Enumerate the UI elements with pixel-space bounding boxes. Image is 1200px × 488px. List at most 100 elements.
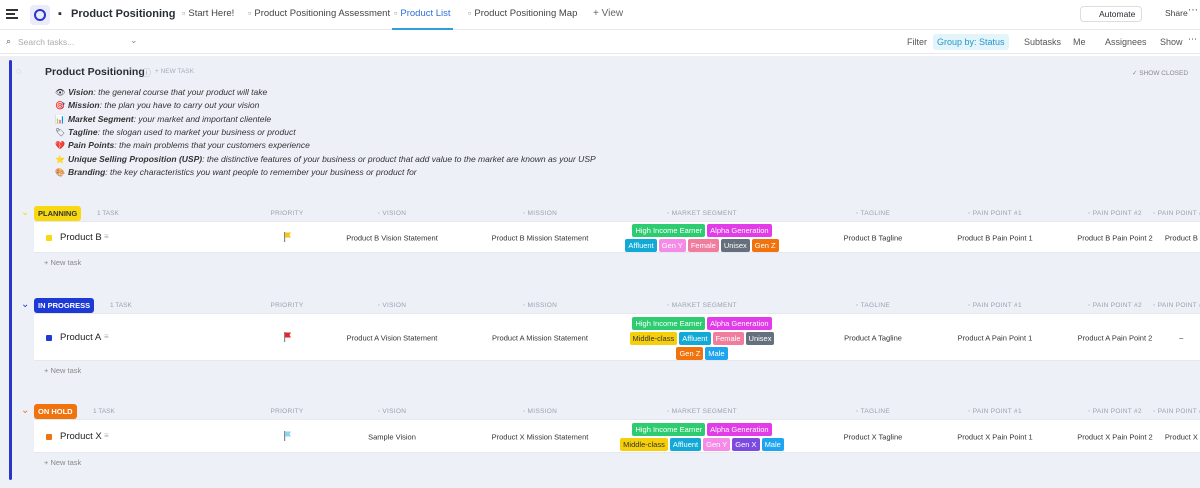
new-task-button[interactable]: + New task <box>44 458 82 467</box>
column-icon: ◦ <box>667 408 670 415</box>
column-icon: ◦ <box>667 302 670 309</box>
group-toggle[interactable]: ⌄ <box>21 299 30 310</box>
column-icon: ◦ <box>522 408 526 415</box>
description-term: Branding <box>67 166 106 177</box>
space-icon[interactable] <box>30 5 50 25</box>
description-term: Mission <box>67 100 100 111</box>
filter-button[interactable]: Filter <box>907 37 927 47</box>
description-icon: ≡ <box>104 431 109 440</box>
description-icon: ⭐ <box>55 154 65 164</box>
column-header: ◦PAIN POINT #3 <box>1153 210 1200 217</box>
column-icon: ◦ <box>1153 210 1156 217</box>
share-button[interactable]: Share <box>1165 8 1188 18</box>
description-term: Pain Points <box>67 140 115 151</box>
column-header: ◦PAIN POINT #3 <box>1153 302 1200 309</box>
me-button[interactable]: Me <box>1073 37 1086 47</box>
menu-icon[interactable] <box>6 8 20 20</box>
group-by-button[interactable]: Group by: Status <box>933 34 1009 50</box>
view-tab[interactable]: ▫ Product Positioning Assessment <box>246 0 392 30</box>
segment-tag: Middle-class <box>629 331 678 345</box>
priority-flag[interactable] <box>283 431 293 441</box>
group-toggle[interactable]: ⌄ <box>21 405 30 416</box>
tab-icon: ▫ <box>394 8 398 19</box>
view-tab[interactable]: ▫ Product List <box>392 0 453 30</box>
automate-button[interactable]: Automate <box>1080 6 1143 22</box>
mission-cell: Product X Mission Statement <box>491 432 589 442</box>
description-line: ⭐ Unique Selling Proposition (USP): the d… <box>55 154 596 164</box>
description-text: : your market and important clientele <box>133 113 272 124</box>
view-tab[interactable]: ▫ Start Here! <box>180 0 236 30</box>
description-icon: 🎯 <box>55 101 65 111</box>
description-line: 📊 Market Segment: your market and importa… <box>55 114 271 124</box>
task-row[interactable]: Product A ≡ Product A Vision Statement Prod… <box>34 313 1200 361</box>
column-header: ◦ PAIN POINT #1 <box>968 210 1022 217</box>
search-chevron[interactable]: ⌄ <box>130 35 138 45</box>
vision-cell: Sample Vision <box>368 432 416 442</box>
segment-tag: High Income Earner <box>632 224 706 237</box>
column-icon: ◦ <box>377 408 381 415</box>
segment-tag: High Income Earner <box>632 423 706 436</box>
list-title: Product Positioning <box>45 66 145 78</box>
vision-cell: Product B Vision Statement <box>346 233 438 243</box>
column-header-label: PAIN POINT #2 <box>1092 302 1142 309</box>
group-toggle[interactable]: ⌄ <box>21 207 30 218</box>
add-view[interactable]: + View <box>593 8 624 19</box>
status-badge: PLANNING <box>34 206 82 221</box>
column-header: ◦ MARKET SEGMENT <box>667 210 737 217</box>
task-row[interactable]: Product X ≡ Sample Vision Product X Mission… <box>34 419 1200 453</box>
show-closed-button[interactable]: ✓ SHOW CLOSED <box>1132 70 1189 77</box>
view-tab[interactable]: ▫ Product Positioning Map <box>466 0 579 30</box>
description-icon: 💔 <box>55 141 65 151</box>
description-icon: 🎨 <box>55 167 65 177</box>
description-line: 🎯 Mission: the plan you have to carry out… <box>55 100 259 110</box>
priority-flag[interactable] <box>283 332 293 342</box>
column-icon: ◦ <box>855 302 859 309</box>
search-input[interactable]: Search tasks... <box>18 37 75 47</box>
tab-icon: ▫ <box>248 8 252 19</box>
task-row[interactable]: Product B ≡ Product B Vision Statement Prod… <box>34 221 1200 253</box>
column-icon: ◦ <box>1153 302 1156 309</box>
description-line: 👁 Vision: the general course that your pr… <box>55 87 267 97</box>
new-task-button[interactable]: + NEW TASK <box>155 68 194 75</box>
task-count: 1 TASK <box>93 408 115 415</box>
assignees-button[interactable]: Assignees <box>1105 37 1147 47</box>
description-text: : the distinctive features of your busin… <box>202 153 596 164</box>
pain-point-cell: Product B Pain Point 1 <box>957 233 1033 243</box>
column-header: ◦ VISION <box>378 408 406 415</box>
subtasks-button[interactable]: Subtasks <box>1024 37 1062 47</box>
show-button[interactable]: Show <box>1160 37 1183 47</box>
pain-point-cell: Product X Pain Point 2 <box>1077 432 1153 442</box>
column-icon: ◦ <box>377 302 381 309</box>
description-icon: ≡ <box>104 232 109 241</box>
more-button[interactable]: ⋯ <box>1188 5 1198 16</box>
info-icon[interactable]: ⓘ <box>142 68 152 78</box>
mission-cell: Product B Mission Statement <box>491 233 589 243</box>
column-icon: ◦ <box>377 210 381 217</box>
description-text: : the general course that your product w… <box>93 87 268 97</box>
task-name[interactable]: Product A <box>60 332 102 343</box>
column-icon: ◦ <box>968 302 971 309</box>
column-header: ◦ TAGLINE <box>856 408 890 415</box>
mission-cell: Product A Mission Statement <box>492 333 588 343</box>
column-header: PRIORITY <box>270 408 303 415</box>
description-term: Tagline <box>68 126 98 137</box>
column-header: ◦ PAIN POINT #2 <box>1088 210 1142 217</box>
new-task-button[interactable]: + New task <box>44 258 82 267</box>
collapse-icon[interactable]: ◌ <box>16 66 22 76</box>
description-term: Market Segment <box>67 113 134 124</box>
task-name[interactable]: Product B <box>60 232 102 243</box>
column-header: ◦ PAIN POINT #2 <box>1088 408 1142 415</box>
segment-tag: Gen Z <box>676 346 704 360</box>
task-count: 1 TASK <box>97 210 119 217</box>
column-icon: ◦ <box>1153 408 1156 415</box>
description-icon: 📊 <box>55 114 65 124</box>
toolbar-more[interactable]: ⋯ <box>1188 34 1197 44</box>
tab-icon: ▫ <box>468 8 472 19</box>
priority-flag[interactable] <box>283 232 293 242</box>
description-term: Vision <box>68 87 94 97</box>
task-name[interactable]: Product X <box>60 431 102 442</box>
column-header: ◦ VISION <box>378 210 406 217</box>
segment-tag: Alpha Generation <box>707 316 772 330</box>
new-task-button[interactable]: + New task <box>44 366 82 375</box>
